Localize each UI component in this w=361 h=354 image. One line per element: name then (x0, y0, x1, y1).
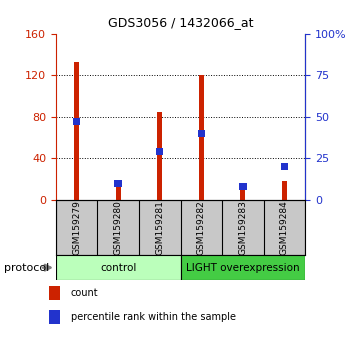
Text: GDS3056 / 1432066_at: GDS3056 / 1432066_at (108, 16, 253, 29)
Text: GSM159282: GSM159282 (197, 200, 206, 255)
Text: LIGHT overexpression: LIGHT overexpression (186, 263, 300, 273)
Bar (116, 187, 121, 200)
Bar (199, 75, 204, 200)
Text: GSM159281: GSM159281 (155, 200, 164, 255)
Bar (156, 148, 164, 155)
Text: control: control (100, 263, 136, 273)
FancyBboxPatch shape (180, 255, 305, 280)
Bar (114, 180, 122, 187)
Bar (280, 164, 288, 170)
Bar (157, 112, 162, 200)
Text: count: count (70, 288, 98, 298)
Bar (282, 181, 287, 200)
Bar (197, 130, 205, 137)
Text: percentile rank within the sample: percentile rank within the sample (70, 312, 235, 322)
Bar (49, 286, 60, 300)
Text: GSM159280: GSM159280 (114, 200, 123, 255)
Text: GSM159279: GSM159279 (72, 200, 81, 255)
Bar (240, 187, 245, 200)
Text: GSM159284: GSM159284 (280, 200, 289, 255)
Text: protocol: protocol (4, 263, 49, 273)
Text: GSM159283: GSM159283 (238, 200, 247, 255)
FancyBboxPatch shape (56, 255, 180, 280)
Bar (49, 310, 60, 324)
Bar (74, 62, 79, 200)
Bar (73, 119, 81, 125)
Bar (239, 183, 247, 190)
